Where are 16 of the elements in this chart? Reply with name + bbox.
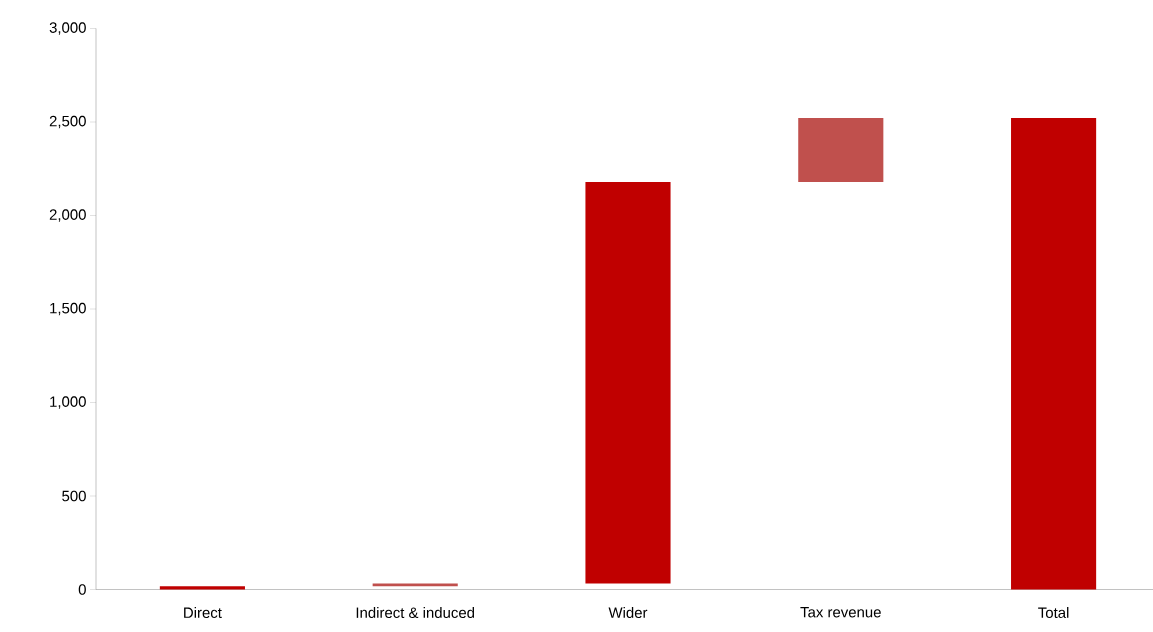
x-tick-label: Total xyxy=(1038,607,1069,618)
y-tick-label: 1,500 xyxy=(50,302,86,316)
y-tick-label: 1,000 xyxy=(50,396,86,409)
y-tick-label: 3,000 xyxy=(49,22,86,35)
bar xyxy=(798,118,884,183)
x-tick-label: Indirect & induced xyxy=(356,607,475,618)
bar xyxy=(159,586,245,590)
x-tick-label: Wider xyxy=(608,607,648,618)
x-tick-label: Tax revenue xyxy=(800,607,881,618)
y-tick-label: 2,000 xyxy=(49,209,86,222)
x-tick-label: Direct xyxy=(184,607,222,618)
y-tick-label: 500 xyxy=(62,490,86,502)
y-tick-label: 0 xyxy=(78,584,86,595)
y-tick-label: 2,500 xyxy=(49,115,86,129)
bar xyxy=(1011,118,1097,590)
bar xyxy=(585,182,671,584)
